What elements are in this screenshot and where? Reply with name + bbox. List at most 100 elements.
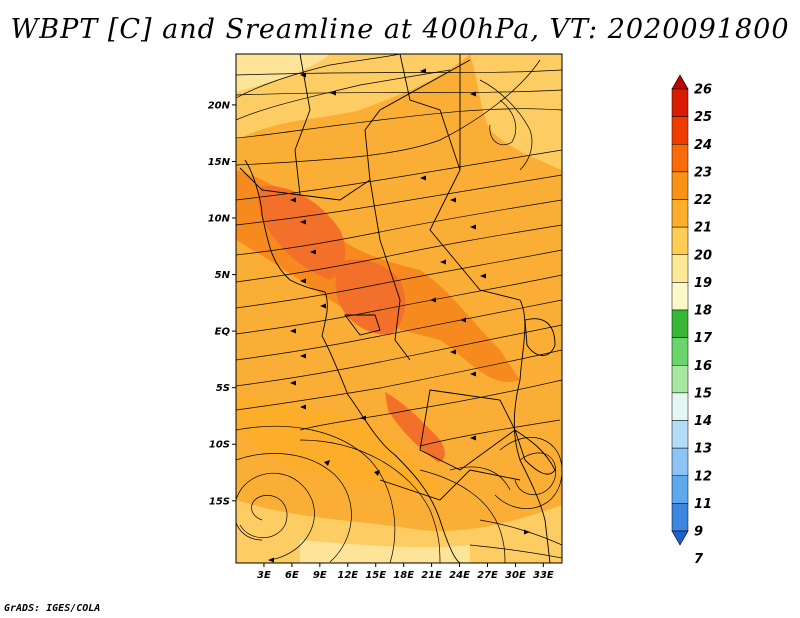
boundaries <box>239 54 556 563</box>
colorbar-swatch <box>671 475 689 504</box>
colorbar-label: 22 <box>694 193 712 208</box>
streamline <box>236 174 562 226</box>
streamline-arrow <box>440 259 446 265</box>
streamline <box>236 324 562 387</box>
map-title: WBPT [C] and Sreamline at 400hPa, VT: 20… <box>10 14 790 45</box>
streamline-arrow <box>300 72 306 78</box>
lat-label: 5S <box>216 383 230 394</box>
colorbar-label: 14 <box>694 414 712 429</box>
streamline-arrow <box>310 249 316 255</box>
streamline <box>236 108 562 139</box>
streamline-arrow <box>470 371 476 377</box>
wbpt-hot-region-south <box>385 392 445 462</box>
streamline-arrow <box>320 303 326 309</box>
wbpt-mid-region-south <box>236 395 450 500</box>
colorbar-label: 20 <box>694 248 712 263</box>
streamline <box>236 89 562 96</box>
lat-label: 15N <box>208 157 231 168</box>
streamline-arrow <box>470 224 476 230</box>
lat-label: EQ <box>215 327 231 338</box>
colorbar-label: 9 <box>694 525 703 540</box>
streamline <box>299 379 562 431</box>
streamline <box>236 69 562 76</box>
colorbar-swatch <box>671 365 689 394</box>
wbpt-cool-region-northeast <box>470 54 562 170</box>
streamline-arrow <box>420 175 426 181</box>
streamline-arrow <box>470 435 476 441</box>
streamline-arrow <box>300 404 306 410</box>
colorbar-label: 16 <box>694 359 712 374</box>
streamline <box>236 425 396 563</box>
colorbar: 26 25 24 23 22 21 20 19 18 17 16 15 14 13 12 11 9 7 <box>671 74 713 567</box>
colorbar-label: 21 <box>694 221 712 236</box>
streamline-arrow <box>524 529 530 535</box>
colorbar-label: 26 <box>694 83 712 98</box>
colorbar-label: 12 <box>694 469 712 484</box>
streamline-arrow <box>430 297 436 303</box>
colorbar-label: 13 <box>694 442 712 457</box>
streamline-arrow <box>300 278 306 284</box>
wbpt-hot-region-central <box>335 259 406 335</box>
streamline-arrow <box>420 68 426 74</box>
latitude-axis: 20N 15N 10N 5N EQ 5S 10S 15S <box>208 100 236 507</box>
lat-label: 20N <box>208 100 231 111</box>
colorbar-label: 25 <box>694 110 712 125</box>
streamline <box>239 495 288 538</box>
lat-label: 5N <box>215 270 231 281</box>
streamline-arrow <box>268 557 274 563</box>
colorbar-bottom-triangle <box>671 530 689 546</box>
colorbar-label: 17 <box>694 331 713 346</box>
streamline <box>236 349 562 411</box>
streamline-arrow <box>290 380 296 386</box>
lon-label: 9E <box>313 570 327 581</box>
colorbar-swatch <box>671 309 689 338</box>
colorbar-swatch <box>671 199 689 228</box>
streamline <box>236 299 562 361</box>
streamline <box>489 99 517 146</box>
lon-label: 15E <box>365 570 386 581</box>
lon-label: 3E <box>257 570 271 581</box>
streamline-arrow <box>290 328 296 334</box>
colorbar-swatch <box>671 116 689 145</box>
streamline-arrow <box>480 273 486 279</box>
streamline <box>236 274 562 335</box>
streamline-arrow <box>450 349 456 355</box>
streamline <box>236 59 541 166</box>
colorbar-label: 7 <box>694 552 704 567</box>
streamline <box>494 437 562 509</box>
colorbar-label: 11 <box>694 497 712 512</box>
streamline <box>236 249 562 309</box>
streamline-arrow <box>300 219 306 225</box>
colorbar-swatch <box>671 337 689 366</box>
streamline <box>236 149 562 201</box>
lon-label: 18E <box>393 570 414 581</box>
streamline <box>236 224 562 283</box>
streamline-arrow <box>324 460 330 466</box>
streamline-arrow <box>450 197 456 203</box>
streamline-arrow <box>470 91 476 97</box>
coastline-east <box>513 299 551 563</box>
lake-malawi <box>514 428 556 475</box>
longitude-axis: 3E 6E 9E 12E 15E 18E 21E 24E 27E 30E 33E <box>257 563 554 581</box>
streamline-arrow <box>330 90 336 96</box>
streamline-arrow <box>360 415 366 421</box>
streamline <box>236 54 401 99</box>
border-east <box>429 54 521 301</box>
streamline <box>479 79 533 171</box>
colorbar-top-triangle <box>671 74 689 90</box>
streamline-arrow <box>374 470 380 476</box>
colorbar-swatch <box>671 144 689 173</box>
colorbar-swatch <box>671 503 689 532</box>
lon-label: 33E <box>533 570 554 581</box>
lat-label: 10S <box>209 440 230 451</box>
colorbar-swatch <box>671 88 689 117</box>
streamline <box>236 472 315 561</box>
border-chad <box>399 54 461 171</box>
footer-credit: GrADS: IGES/COLA <box>4 603 101 614</box>
streamline <box>469 544 562 559</box>
lake-victoria <box>524 318 556 356</box>
colorbar-label: 24 <box>694 138 712 153</box>
streamline-arrow <box>460 317 466 323</box>
coastline-west <box>244 159 461 563</box>
colorbar-swatch <box>671 171 689 200</box>
